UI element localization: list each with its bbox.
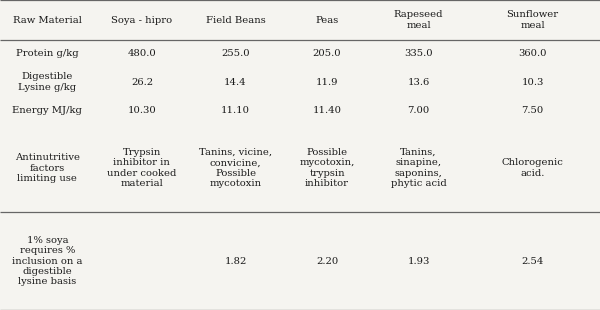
Text: 205.0: 205.0	[313, 49, 341, 58]
Text: 2.20: 2.20	[316, 257, 338, 266]
Text: 26.2: 26.2	[131, 78, 153, 87]
Text: 1.82: 1.82	[224, 257, 247, 266]
Text: Raw Material: Raw Material	[13, 16, 82, 25]
Text: Protein g/kg: Protein g/kg	[16, 49, 79, 58]
Text: 1% soya
requires %
inclusion on a
digestible
lysine basis: 1% soya requires % inclusion on a digest…	[12, 236, 83, 286]
Text: Trypsin
inhibitor in
under cooked
material: Trypsin inhibitor in under cooked materi…	[107, 148, 176, 188]
Text: Peas: Peas	[316, 16, 338, 25]
Text: Antinutritive
factors
limiting use: Antinutritive factors limiting use	[15, 153, 80, 183]
Text: 2.54: 2.54	[521, 257, 544, 266]
Text: 335.0: 335.0	[404, 49, 433, 58]
Text: Energy MJ/kg: Energy MJ/kg	[13, 106, 82, 115]
Text: Rapeseed
meal: Rapeseed meal	[394, 11, 443, 30]
Text: Chlorogenic
acid.: Chlorogenic acid.	[502, 158, 563, 178]
Text: 11.40: 11.40	[313, 106, 341, 115]
Text: Soya - hipro: Soya - hipro	[112, 16, 172, 25]
Text: Tanins, vicine,
convicine,
Possible
mycotoxin: Tanins, vicine, convicine, Possible myco…	[199, 148, 272, 188]
Text: 360.0: 360.0	[518, 49, 547, 58]
Text: 480.0: 480.0	[128, 49, 156, 58]
Text: 11.9: 11.9	[316, 78, 338, 87]
Text: 11.10: 11.10	[221, 106, 250, 115]
Text: 1.93: 1.93	[407, 257, 430, 266]
Text: 7.50: 7.50	[521, 106, 544, 115]
Text: 10.3: 10.3	[521, 78, 544, 87]
Text: Digestible
Lysine g/kg: Digestible Lysine g/kg	[19, 73, 76, 92]
Text: 13.6: 13.6	[407, 78, 430, 87]
Text: 10.30: 10.30	[128, 106, 156, 115]
Text: Sunflower
meal: Sunflower meal	[506, 11, 559, 30]
Text: Field Beans: Field Beans	[206, 16, 265, 25]
Text: Tanins,
sinapine,
saponins,
phytic acid: Tanins, sinapine, saponins, phytic acid	[391, 148, 446, 188]
Text: 7.00: 7.00	[407, 106, 430, 115]
Text: 255.0: 255.0	[221, 49, 250, 58]
Text: 14.4: 14.4	[224, 78, 247, 87]
Text: Possible
mycotoxin,
trypsin
inhibitor: Possible mycotoxin, trypsin inhibitor	[299, 148, 355, 188]
